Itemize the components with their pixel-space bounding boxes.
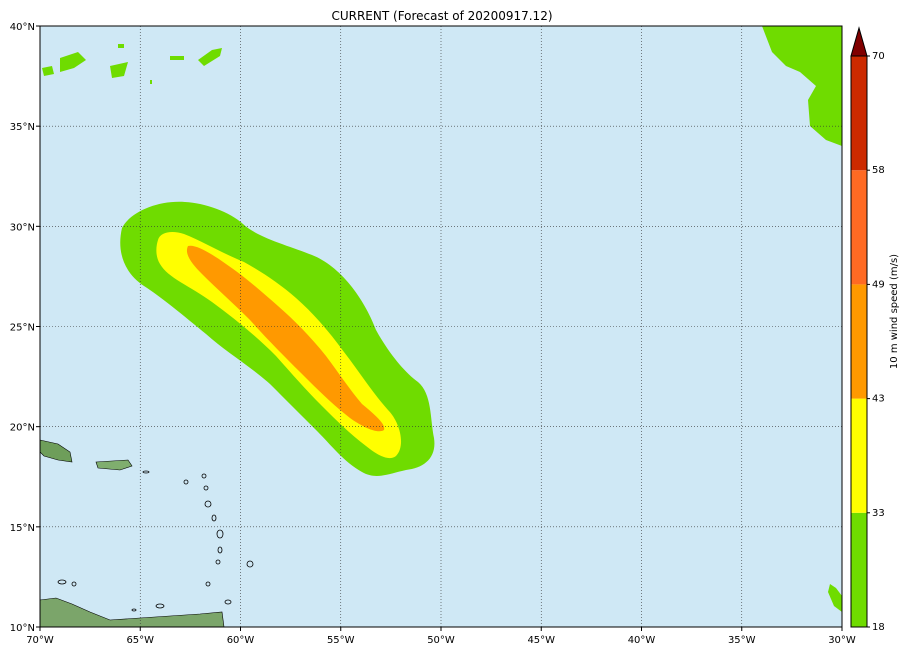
lat-tick-label: 30°N	[10, 222, 35, 233]
lon-tick-label: 40°W	[628, 635, 656, 646]
longitude-axis: 70°W 65°W 60°W 55°W 50°W 45°W 40°W 35°W 30°W	[26, 627, 856, 646]
lon-tick-label: 45°W	[527, 635, 555, 646]
lat-tick-label: 20°N	[10, 423, 35, 434]
land-nw-islands	[42, 44, 222, 84]
land-hispaniola	[39, 439, 73, 463]
lat-tick-label: 10°N	[10, 623, 35, 634]
colorbar-frame	[850, 55, 868, 628]
colorbar-level-label: 58	[872, 165, 885, 176]
map-plot-area	[39, 25, 843, 628]
colorbar-level-label: 43	[872, 394, 885, 405]
colorbar-title: 10 m wind speed (m/s)	[889, 254, 900, 369]
map-title: CURRENT (Forecast of 20200917.12)	[331, 9, 552, 23]
colorbar-level-label: 70	[872, 51, 885, 62]
colorbar: 18 33 43 49 58 70 10 m wind speed (m/s)	[850, 26, 900, 633]
lat-tick-label: 15°N	[10, 523, 35, 534]
colorbar-level-label: 18	[872, 622, 885, 633]
wind-swath-43-49	[186, 245, 385, 432]
lon-tick-label: 35°W	[728, 635, 756, 646]
latitude-axis: 10°N 15°N 20°N 25°N 30°N 35°N 40°N	[10, 22, 40, 634]
lon-tick-label: 60°W	[227, 635, 255, 646]
colorbar-level-label: 49	[872, 279, 885, 290]
colorbar-extend-arrow	[850, 26, 868, 57]
colorbar-level-label: 33	[872, 508, 885, 519]
colorbar-segment	[851, 284, 867, 399]
colorbar-segment	[851, 398, 867, 513]
colorbar-segment	[851, 56, 867, 171]
lon-tick-label: 50°W	[427, 635, 455, 646]
lat-tick-label: 35°N	[10, 122, 35, 133]
land-ne-corner	[762, 26, 842, 146]
lon-tick-label: 55°W	[327, 635, 355, 646]
lat-tick-label: 40°N	[10, 22, 35, 33]
colorbar-segment	[851, 170, 867, 285]
lon-tick-label: 70°W	[26, 635, 54, 646]
small-islands	[57, 470, 254, 612]
land-puerto-rico	[95, 459, 133, 471]
colorbar-segment	[851, 512, 867, 627]
gridlines	[40, 26, 842, 627]
lat-tick-label: 25°N	[10, 323, 35, 334]
lon-tick-label: 30°W	[828, 635, 856, 646]
land-e-edge	[828, 584, 842, 612]
lon-tick-label: 65°W	[126, 635, 154, 646]
